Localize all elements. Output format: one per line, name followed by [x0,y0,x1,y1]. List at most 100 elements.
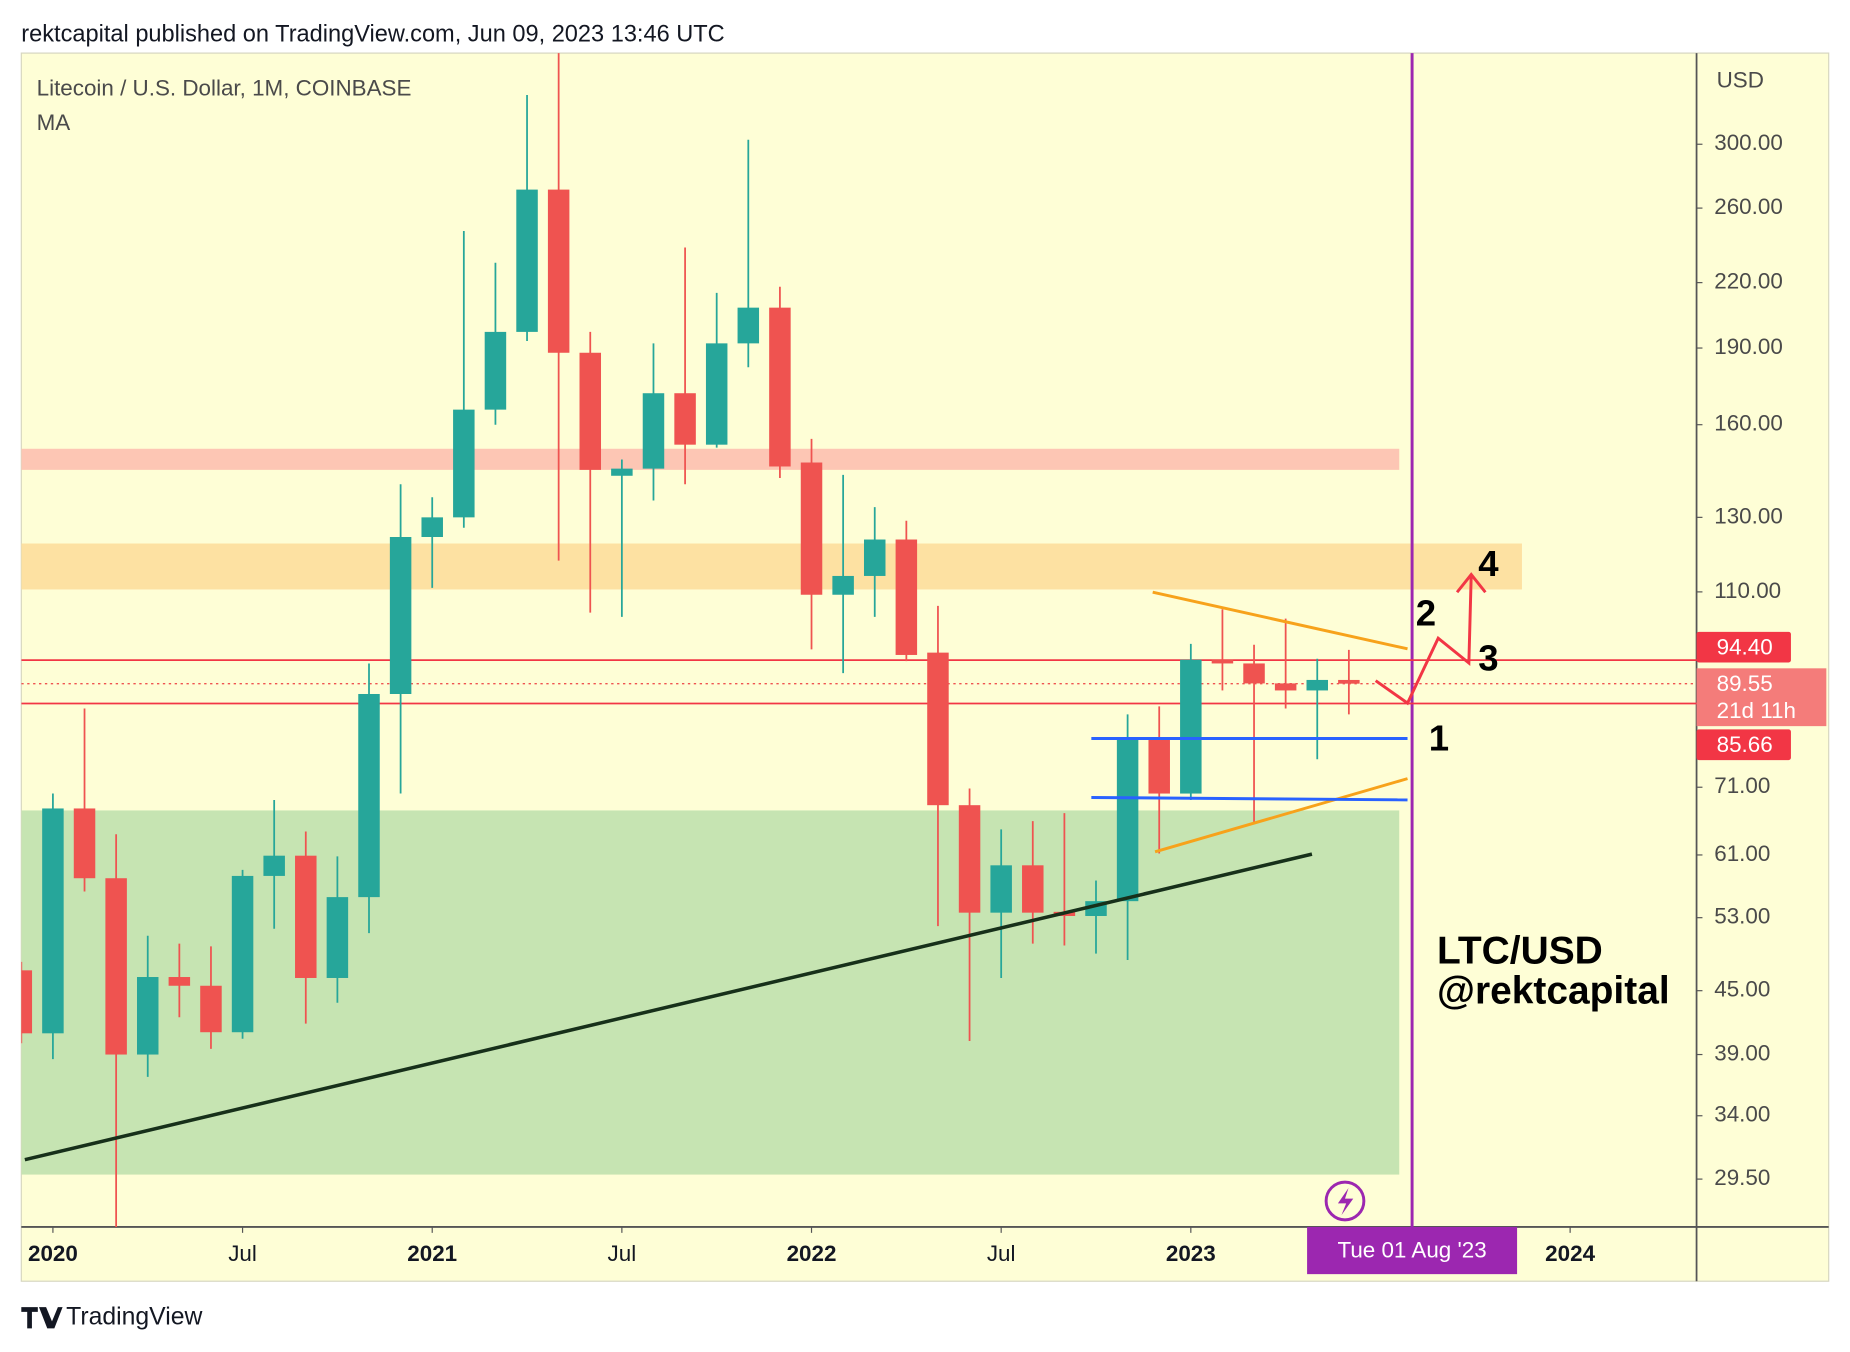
candle-body [1306,679,1329,691]
annotation-label: 2 [1416,592,1436,633]
price-label: 94.40 [1717,634,1773,659]
candle-body [421,517,443,538]
annotation-label: 1 [1429,718,1449,759]
price-label-box [1696,631,1791,663]
axis-unit: USD [1717,67,1764,92]
triangle-lower [1154,777,1408,854]
triangle-upper [1152,590,1408,651]
candle-body [611,468,633,476]
candle-body [674,393,696,445]
crosshair-label: Tue 01 Aug '23 [1337,1238,1486,1263]
x-tick-label: Jul [608,1241,637,1266]
y-tick-label: 29.50 [1714,1165,1770,1190]
y-tick-label: 110.00 [1714,578,1781,603]
y-tick-label: 61.00 [1714,841,1770,866]
candle-body [800,462,823,595]
candle-body [1211,659,1234,664]
candle-body [1180,659,1202,794]
candle-body [1243,663,1265,684]
y-tick-label: 53.00 [1714,904,1770,929]
x-tick-label: Jul [228,1241,257,1266]
support-line [1091,796,1408,802]
countdown-label: 21d 11h [1717,698,1796,723]
candle-body [832,575,854,595]
candle-body [263,855,285,876]
y-tick-label: 71.00 [1714,773,1770,798]
zone [21,543,1522,590]
candle-body [21,970,33,1034]
price-label: 89.55 [1717,671,1773,696]
candle-body [1022,865,1044,913]
brand: TradingView [66,1303,202,1330]
candle-body [547,189,570,353]
x-tick-label: 2024 [1545,1241,1595,1266]
zone [21,448,1400,470]
candle-body [958,805,981,913]
candle-body [389,537,412,694]
y-tick-label: 34.00 [1714,1102,1770,1127]
y-tick-label: 260.00 [1714,194,1783,219]
x-tick-label: 2021 [407,1241,457,1266]
candle-body [1338,679,1360,684]
y-tick-label: 220.00 [1714,269,1783,294]
candles [21,53,1697,1227]
annotation-label: 3 [1478,637,1498,678]
candle-body [1116,737,1139,902]
event-icon-bolt [1337,1188,1354,1216]
price-label-box [1696,729,1791,761]
y-tick-label: 130.00 [1714,503,1783,528]
arrow-head [1455,572,1487,594]
candle-body [73,808,96,879]
candle-body [705,343,728,445]
candle-body [1274,683,1297,691]
axes: 300.00 260.00 220.00 190.00 160.00 130.00 110.… [21,53,1829,1282]
y-tick-label: 45.00 [1714,977,1770,1002]
brand-logo [21,1307,63,1329]
last-price-box [1696,668,1827,727]
drawings [24,572,1487,1222]
candle-body [200,985,222,1033]
labels: rektcapital published on TradingView.com… [21,21,1764,1330]
candle-body [105,878,127,1055]
y-tick-label: 190.00 [1714,334,1783,359]
watermark: @rektcapital [1437,970,1670,1013]
candle-body [1148,737,1170,794]
trendline [24,852,1313,1162]
candle-body [484,331,507,410]
candle-body [642,393,665,469]
candle-body [579,352,602,470]
candle-body [895,539,918,655]
indicator-label: MA [37,110,71,135]
candle-body [516,189,538,332]
candle-body [358,693,380,898]
price-label: 85.66 [1717,732,1773,757]
watermark: LTC/USD [1437,930,1603,973]
y-tick-label: 300.00 [1714,130,1783,155]
candle-body [295,855,317,978]
x-tick-label: 2023 [1166,1241,1216,1266]
candle-body [927,652,949,806]
chart-title: Litecoin / U.S. Dollar, 1M, COINBASE [37,76,412,101]
zone [21,810,1400,1175]
candle-body [168,977,191,986]
candle-body [231,875,254,1033]
candle-body [863,539,886,576]
published-note: rektcapital published on TradingView.com… [21,21,724,47]
x-tick-label: 2020 [28,1241,78,1266]
candle-body [136,977,159,1055]
event-icon [1324,1180,1366,1222]
candle-body [737,307,760,344]
candle-body [326,897,349,978]
x-tick-label: 2022 [787,1241,837,1266]
candle-body [769,307,791,467]
annotation-label: 4 [1478,543,1499,584]
x-tick-label: Jul [987,1241,1016,1266]
y-tick-label: 39.00 [1714,1040,1770,1065]
crosshair-label-box [1307,1226,1518,1275]
candle-body [453,409,475,518]
y-tick-label: 160.00 [1714,411,1783,436]
candle-body [990,865,1012,913]
candle-body [42,808,64,1034]
